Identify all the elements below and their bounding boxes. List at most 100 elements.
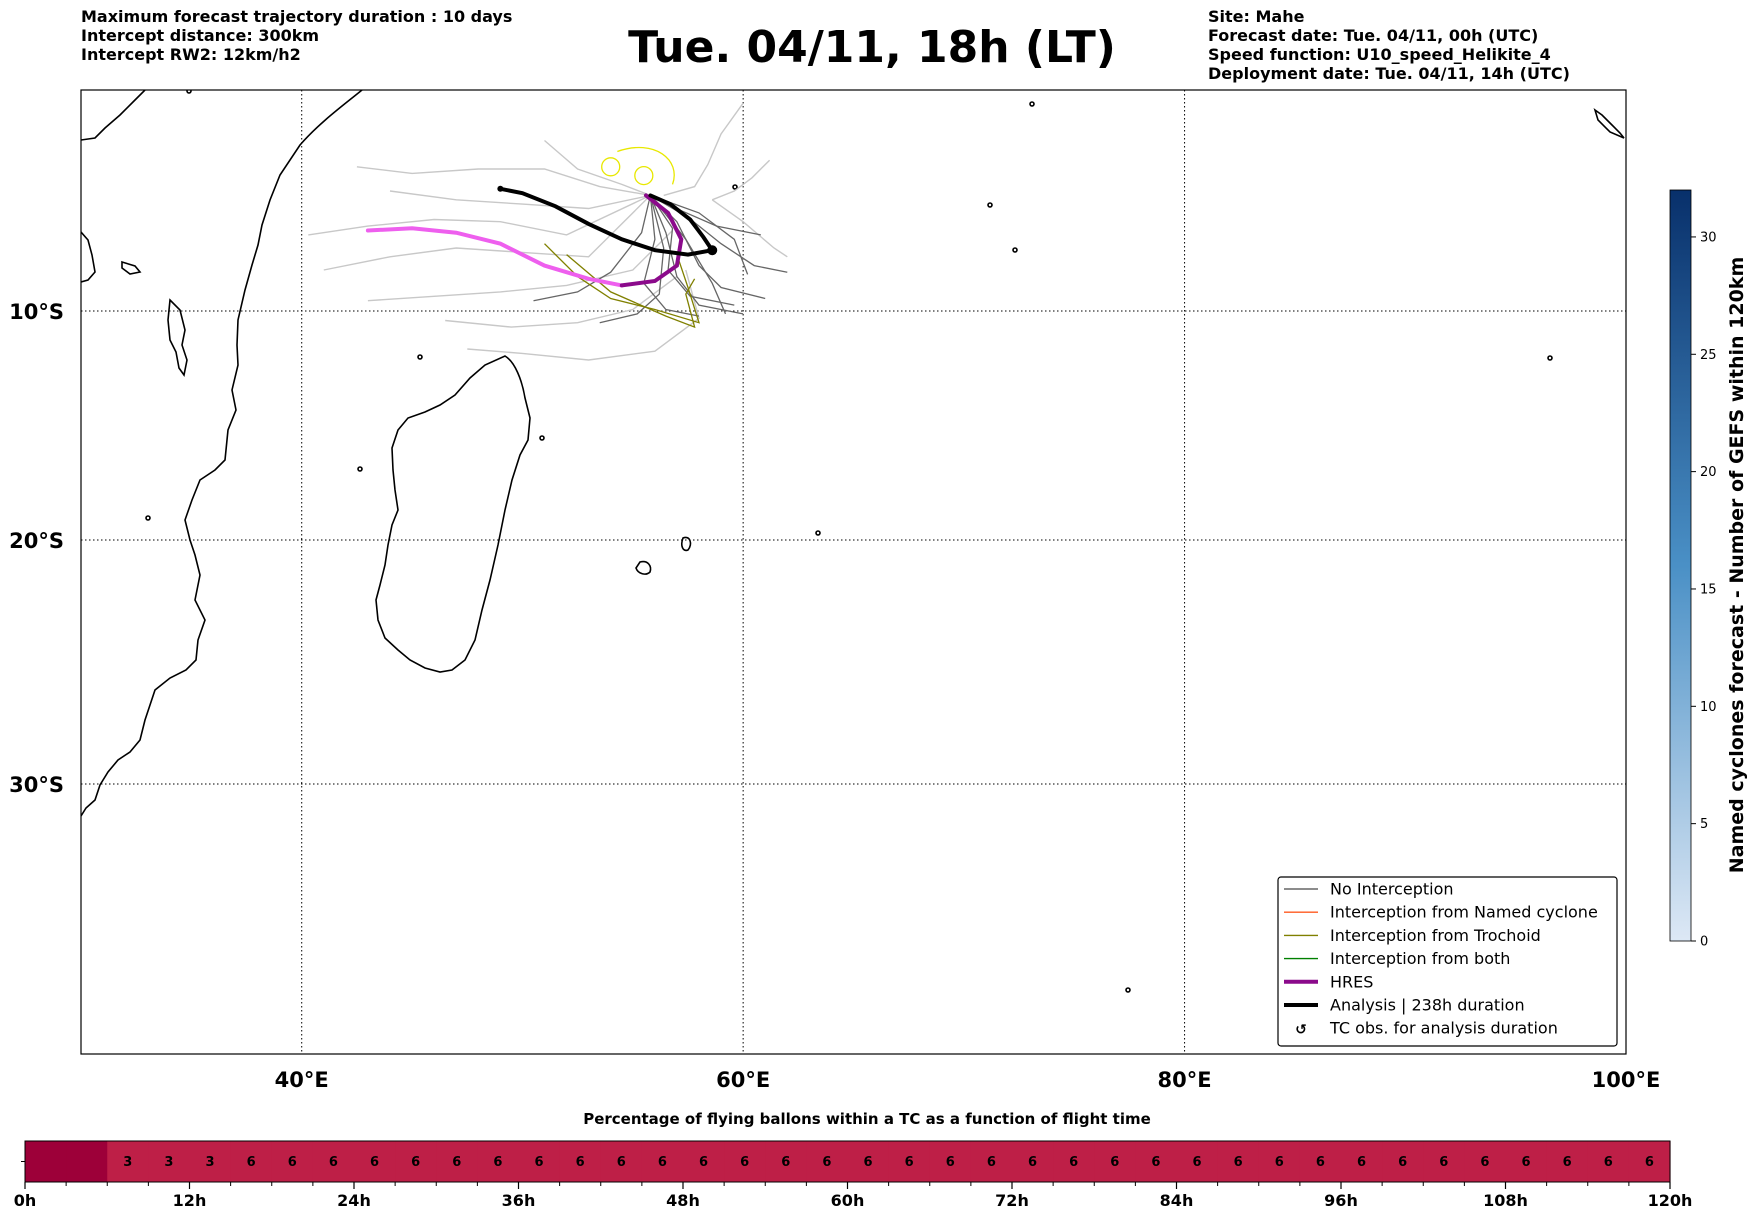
strip-cell [1258, 1141, 1301, 1182]
strip-cell-value: 6 [617, 1155, 626, 1170]
strip-cell [312, 1141, 355, 1182]
ensemble-track-light [544, 139, 651, 197]
strip-cell [1341, 1141, 1383, 1182]
strip-cell [518, 1141, 561, 1182]
strip-tick-label: 84h [1160, 1191, 1194, 1210]
legend-item: ↺ TC obs. for analysis duration [1295, 1019, 1558, 1039]
reunion-outline [681, 536, 692, 552]
lat-tick-label: 10°S [9, 300, 64, 324]
colorbar-gradient [1669, 189, 1692, 942]
island-dot [987, 202, 993, 208]
lon-tick-label: 40°E [275, 1068, 329, 1092]
strip-cell-value: 6 [699, 1155, 708, 1170]
island-dot [1547, 355, 1553, 361]
strip-ticks: 0h 12h 24h 36h 48h 60h 72h 84h 96h 108h 120h [14, 1161, 1692, 1210]
island-dot [1125, 987, 1131, 993]
strip-tick-label: 96h [1324, 1191, 1358, 1210]
strip-cell [1299, 1141, 1342, 1182]
strip-cell [66, 1141, 108, 1182]
comoros-outline [121, 260, 142, 275]
lon-tick-label: 100°E [1592, 1068, 1661, 1092]
strip-cell-value: 6 [1357, 1155, 1366, 1170]
strip-cell-value: 3 [123, 1155, 132, 1170]
strip-cell-value: 6 [535, 1155, 544, 1170]
strip-cell [230, 1141, 273, 1182]
strip-cell [395, 1141, 437, 1182]
strip-cell-value: 6 [658, 1155, 667, 1170]
legend-item: Analysis | 238h duration [1284, 996, 1525, 1015]
strip-cell-value: 6 [1234, 1155, 1243, 1170]
lake-victoria-outline [167, 298, 188, 377]
strip-cell-value: 6 [946, 1155, 955, 1170]
island-dot [539, 435, 545, 441]
strip-cell-value: 6 [1398, 1155, 1407, 1170]
strip-cell-value: 6 [1069, 1155, 1078, 1170]
strip-cell [929, 1141, 972, 1182]
strip-tick-label: 24h [337, 1191, 371, 1210]
strip-cell-value: 6 [1151, 1155, 1160, 1170]
header-max-duration: Maximum forecast trajectory duration : 1… [81, 7, 513, 26]
colorbar-tick-label: 25 [1700, 348, 1717, 363]
ensemble-track-light [389, 190, 651, 210]
strip-cell [1217, 1141, 1260, 1182]
header-speed-function: Speed function: U10_speed_Helikite_4 [1208, 45, 1551, 64]
tc-obs-loop [601, 157, 621, 177]
map-panel: 40°E 60°E 80°E 100°E 10°S 20°S 30°S No Interc… [9, 89, 1660, 1092]
ensemble-track-no-interception [599, 195, 665, 324]
strip-cell [107, 1141, 149, 1182]
strip-tick-label: 0h [14, 1191, 37, 1210]
legend: No Interception Interception from Named c… [1277, 876, 1618, 1047]
strip-cell [1464, 1141, 1507, 1182]
island-dot [186, 90, 192, 94]
strip-cell-value: 6 [1645, 1155, 1654, 1170]
ensemble-track-light [323, 194, 651, 271]
strip-cell-value: 6 [1563, 1155, 1572, 1170]
strip-cell [724, 1141, 766, 1182]
strip-cell-value: 6 [247, 1155, 256, 1170]
ensemble-track-no-interception [649, 195, 744, 315]
legend-item: Interception from Trochoid [1284, 926, 1541, 945]
tc-observations [601, 146, 675, 186]
strip-cell [436, 1141, 478, 1182]
strip-cell [600, 1141, 643, 1182]
strip-cell-value: 6 [1110, 1155, 1119, 1170]
africa-coastline [81, 90, 363, 817]
colorbar: 0 5 10 15 20 25 30 Named cyclones forecast - N… [1669, 189, 1748, 950]
legend-item: Interception from both [1284, 949, 1510, 968]
strip-cell [148, 1141, 191, 1182]
strip-cell-value: 6 [740, 1155, 749, 1170]
island-dot [1012, 247, 1018, 253]
strip-cell [847, 1141, 890, 1182]
strip-cell [1546, 1141, 1589, 1182]
colorbar-tick-label: 30 [1700, 230, 1717, 245]
strip-cell [888, 1141, 931, 1182]
legend-label: Interception from Trochoid [1330, 926, 1541, 945]
tc-obs-icon: ↺ [1295, 1022, 1307, 1038]
legend-item: HRES [1284, 972, 1373, 991]
somalia-horn [81, 231, 96, 283]
strip-cell-value: 6 [1439, 1155, 1448, 1170]
legend-label: TC obs. for analysis duration [1329, 1019, 1558, 1038]
strip-cell-value: 6 [1028, 1155, 1037, 1170]
legend-label: No Interception [1330, 880, 1454, 899]
header-deployment-date: Deployment date: Tue. 04/11, 14h (UTC) [1208, 64, 1570, 83]
island-dot [815, 530, 821, 536]
strip-cell [765, 1141, 807, 1182]
strip-cell [189, 1141, 232, 1182]
strip-cell [1628, 1141, 1671, 1182]
strip-tick-label: 12h [173, 1191, 207, 1210]
legend-label: HRES [1330, 972, 1373, 991]
strip-cell-value: 6 [1522, 1155, 1531, 1170]
strip-cell-value: 6 [576, 1155, 585, 1170]
strip-cell-value: 6 [1275, 1155, 1284, 1170]
strip-cell [1382, 1141, 1424, 1182]
strip-cell [1053, 1141, 1095, 1182]
strip-tick-label: 48h [666, 1191, 700, 1210]
ensemble-tracks-light [308, 102, 788, 361]
strip-cell-value: 3 [164, 1155, 173, 1170]
strip-cell-value: 6 [1604, 1155, 1613, 1170]
legend-label: Analysis | 238h duration [1330, 996, 1525, 1015]
strip-cell [641, 1141, 684, 1182]
strip-cell [1505, 1141, 1548, 1182]
